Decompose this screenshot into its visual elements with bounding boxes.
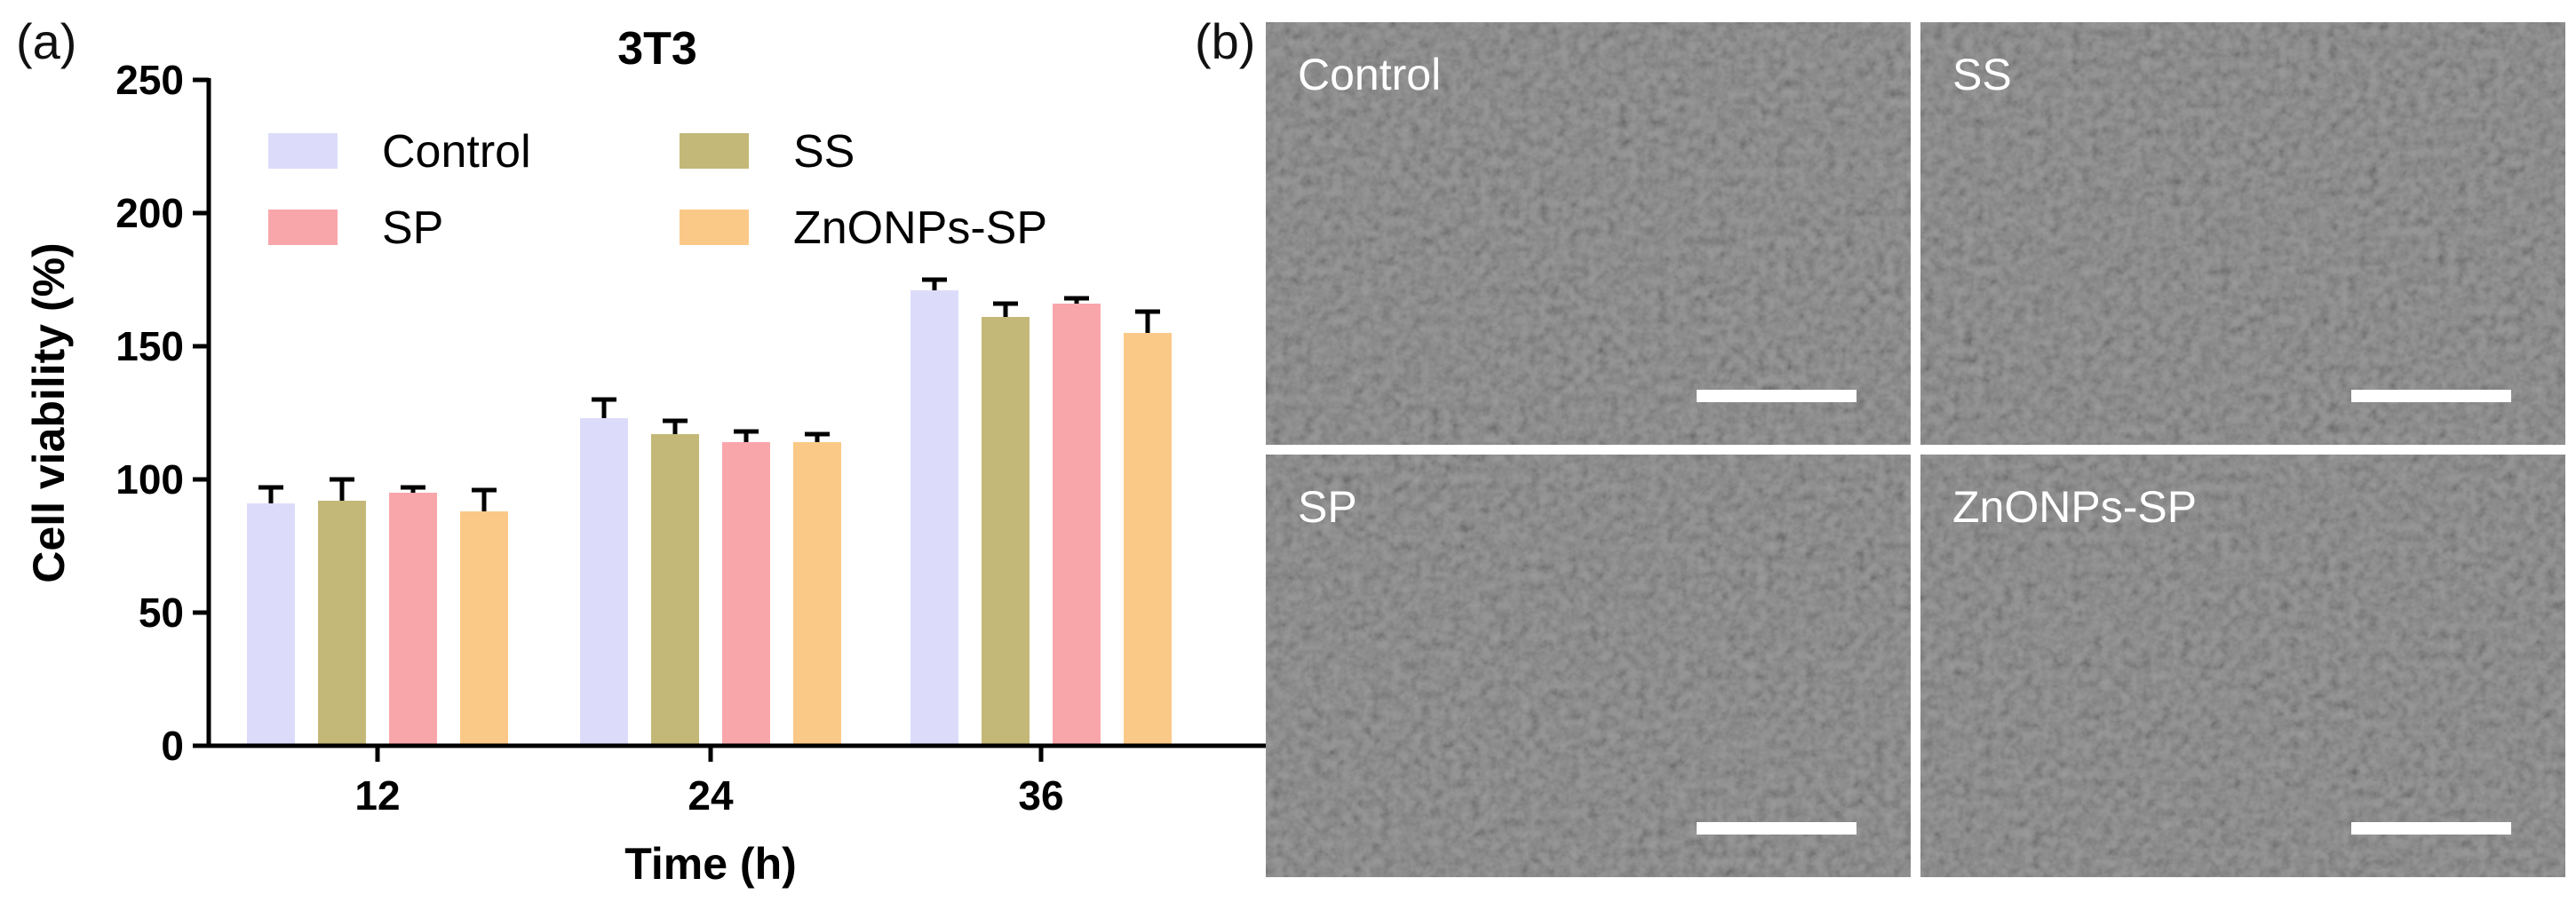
x-tick-label: 12 [354, 772, 400, 819]
bar-control-12 [247, 503, 295, 746]
legend-swatch [268, 133, 338, 169]
micrograph-panel: ZnONPs-SP [1920, 455, 2565, 877]
panel-b-label: (b) [1195, 13, 1255, 69]
legend: Control SS SP ZnONPs-SP [268, 126, 1047, 254]
bar-sp-36 [1053, 304, 1101, 746]
legend-label: ZnONPs-SP [793, 202, 1047, 254]
scale-bar [1697, 822, 1856, 835]
bar-control-24 [580, 418, 628, 746]
panel-a-label: (a) [16, 13, 76, 69]
bar-chart: 3T3 Cell viability (%) Time (h) 0 50 100 15… [24, 23, 1315, 889]
bar-znonps-sp-12 [460, 511, 508, 746]
scale-bar [2351, 390, 2511, 402]
micrograph-grid: Control SS SP ZnONPs-SP [1266, 22, 2565, 877]
x-tick-label: 36 [1018, 772, 1063, 819]
legend-swatch [268, 210, 338, 245]
x-axis-ticks: 12 24 36 [354, 746, 1064, 819]
y-tick-label: 150 [115, 323, 184, 369]
scale-bar [2351, 822, 2511, 835]
legend-label: SS [793, 126, 855, 178]
bar-sp-24 [722, 442, 770, 746]
micrograph-panel: Control [1266, 22, 1911, 445]
micrograph-panel: SS [1920, 22, 2565, 445]
micrograph-label: ZnONPs-SP [1952, 482, 2197, 532]
micrograph-panel: SP [1266, 455, 1911, 877]
micrograph-image [1920, 455, 2565, 877]
micrograph-label: SS [1952, 50, 2012, 99]
bar-sp-12 [389, 493, 437, 746]
bar-ss-12 [318, 501, 366, 746]
legend-swatch [680, 210, 749, 245]
micrograph-image [1266, 22, 1911, 445]
bar-znonps-sp-36 [1124, 333, 1172, 746]
x-axis-label: Time (h) [624, 839, 797, 889]
bar-ss-36 [982, 317, 1030, 746]
scale-bar [1697, 390, 1856, 402]
legend-swatch [680, 133, 749, 169]
micrograph-image [1266, 455, 1911, 877]
legend-label: SP [382, 202, 443, 254]
y-axis-label: Cell viability (%) [24, 242, 74, 582]
micrograph-image [1920, 22, 2565, 445]
bar-control-36 [910, 290, 958, 746]
y-tick-label: 250 [115, 57, 184, 103]
micrograph-label: Control [1298, 50, 1441, 99]
micrograph-label: SP [1298, 482, 1357, 532]
y-tick-label: 200 [115, 190, 184, 236]
bar-series [247, 277, 1172, 746]
legend-label: Control [382, 126, 531, 178]
bar-znonps-sp-24 [793, 442, 841, 746]
y-tick-label: 50 [139, 590, 184, 636]
bar-ss-24 [651, 434, 699, 746]
y-axis-ticks: 0 50 100 150 200 250 [115, 57, 209, 769]
chart-title: 3T3 [617, 23, 697, 75]
y-tick-label: 0 [161, 723, 184, 769]
x-tick-label: 24 [688, 772, 734, 819]
y-tick-label: 100 [115, 456, 184, 502]
